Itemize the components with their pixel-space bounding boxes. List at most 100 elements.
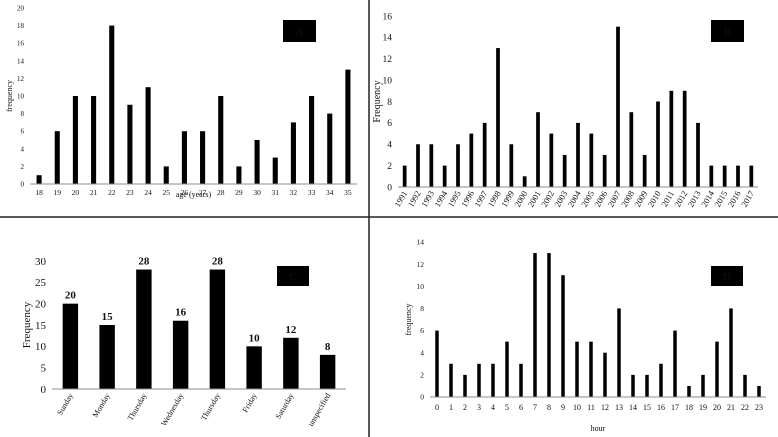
- bar: [669, 90, 674, 187]
- x-tick-label: 22: [741, 403, 749, 412]
- x-tick-label: 1: [449, 403, 453, 412]
- y-tick-label: 0: [21, 180, 25, 188]
- bar: [463, 374, 467, 397]
- y-tick-label: 4: [420, 348, 424, 357]
- x-tick-label: 13: [615, 403, 623, 412]
- x-tick-label: 17: [671, 403, 679, 412]
- x-tick-label: 19: [54, 188, 62, 197]
- y-tick-label: 8: [420, 304, 424, 313]
- data-label: 28: [212, 256, 224, 268]
- y-tick-label: 4: [21, 145, 25, 153]
- bar: [91, 96, 97, 184]
- panel-label: A: [296, 26, 304, 38]
- bar: [629, 112, 634, 187]
- x-tick-label: 15: [643, 403, 651, 412]
- y-tick-label: 30: [35, 256, 47, 268]
- y-tick-label: 16: [383, 12, 393, 22]
- bar: [673, 330, 677, 397]
- y-tick-label: 25: [35, 277, 47, 289]
- y-tick-label: 16: [17, 40, 25, 48]
- bar: [709, 165, 714, 187]
- x-tick-label: 32: [290, 188, 298, 197]
- x-tick-label: 23: [126, 188, 134, 197]
- data-label: 16: [175, 307, 187, 319]
- bar: [246, 346, 262, 389]
- bar: [127, 104, 133, 184]
- x-tick-label: 9: [561, 403, 565, 412]
- y-tick-label: 0: [420, 393, 424, 402]
- bar: [602, 154, 607, 187]
- x-tick-label: 3: [477, 403, 481, 412]
- bar: [469, 133, 474, 187]
- bar: [402, 165, 407, 187]
- x-tick-label: 8: [547, 403, 551, 412]
- bar: [254, 140, 260, 184]
- panel-label-badge: [711, 20, 744, 42]
- y-tick-label: 14: [17, 57, 25, 65]
- bar: [290, 122, 296, 184]
- x-tick-label: 22: [108, 188, 116, 197]
- bar: [136, 269, 152, 389]
- bar: [145, 87, 151, 184]
- bar: [743, 374, 747, 397]
- y-tick-label: 14: [383, 34, 393, 44]
- bar: [575, 341, 579, 397]
- bar: [456, 144, 460, 187]
- bar: [616, 26, 620, 187]
- bar: [682, 90, 687, 187]
- bar: [477, 363, 481, 397]
- y-tick-label: 2: [420, 370, 424, 379]
- x-tick-label: 18: [35, 188, 43, 197]
- bar: [163, 166, 169, 184]
- x-tick-label: 16: [657, 403, 665, 412]
- y-axis-label: frequency: [5, 80, 14, 112]
- x-axis-label: hour: [591, 424, 606, 433]
- y-tick-label: 20: [17, 4, 25, 12]
- bar: [576, 122, 580, 187]
- panel-label-badge: [283, 20, 316, 42]
- y-tick-label: 8: [387, 98, 392, 108]
- x-tick-label: 18: [685, 403, 693, 412]
- bar: [429, 144, 434, 187]
- panel-label: B: [724, 26, 731, 38]
- y-tick-label: 0: [41, 384, 47, 396]
- x-tick-label: 25: [163, 188, 171, 197]
- x-tick-label: 29: [235, 188, 243, 197]
- bar: [656, 101, 660, 187]
- bar: [449, 363, 453, 397]
- y-tick-label: 10: [17, 92, 25, 100]
- x-tick-label: 20: [713, 403, 721, 412]
- y-tick-label: 12: [17, 75, 25, 83]
- x-tick-label: 26: [181, 188, 189, 197]
- x-tick-label: 10: [573, 403, 581, 412]
- bar: [536, 112, 540, 187]
- x-tick-label: 33: [308, 188, 316, 197]
- bar: [509, 144, 514, 187]
- bar: [519, 363, 523, 397]
- bar: [631, 374, 635, 397]
- data-label: 15: [102, 311, 114, 323]
- x-tick-label: 6: [519, 403, 523, 412]
- bar: [757, 385, 761, 397]
- x-tick-label: 11: [587, 403, 595, 412]
- x-tick-label: 23: [755, 403, 763, 412]
- panel-label-badge: [277, 266, 309, 286]
- x-tick-label: 20: [72, 188, 80, 197]
- bar: [549, 133, 554, 187]
- panel-label: C: [289, 271, 296, 283]
- x-tick-label: 27: [199, 188, 207, 197]
- bar: [749, 165, 754, 187]
- y-tick-label: 2: [21, 163, 25, 171]
- bar: [218, 96, 224, 184]
- bar: [327, 113, 333, 184]
- bar: [642, 154, 647, 187]
- y-axis-label: Frequency: [21, 301, 33, 348]
- x-tick-label: 12: [601, 403, 609, 412]
- x-tick-label: 31: [272, 188, 280, 197]
- y-tick-label: 10: [35, 341, 47, 353]
- x-tick-label: 7: [533, 403, 537, 412]
